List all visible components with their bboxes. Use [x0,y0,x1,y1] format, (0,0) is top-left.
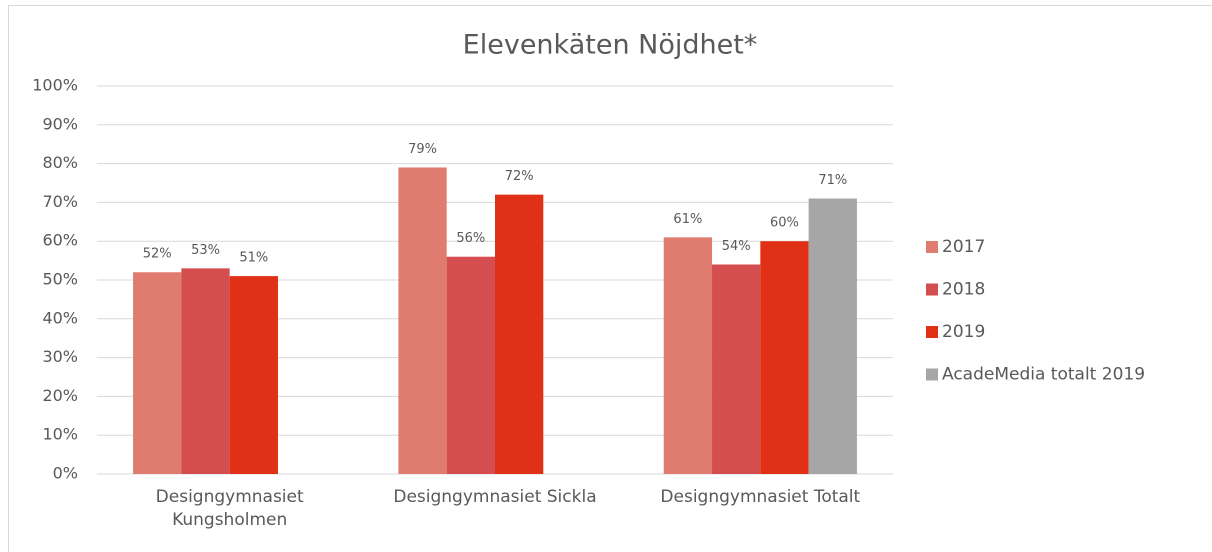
data-label: 71% [818,173,847,188]
y-tick-label: 70% [42,192,78,211]
legend-swatch [926,241,938,253]
x-tick-label-box: Designgymnasiet Totalt [660,487,861,507]
data-label: 53% [191,243,220,258]
data-label: 56% [456,231,485,246]
bar [398,167,447,475]
bar [229,276,278,474]
x-tick-label: Designgymnasiet Sickla [393,487,597,507]
data-label: 51% [239,251,268,266]
bar [133,272,182,474]
legend-swatch [926,368,938,381]
data-label: 60% [770,216,799,231]
x-tick-label-box: Designgymnasiet Kungsholmen [155,487,304,530]
data-label: 61% [673,212,702,227]
data-label: 79% [408,142,437,157]
y-tick-label: 20% [42,386,78,405]
data-label: 52% [143,247,172,262]
legend-swatch [926,326,938,338]
x-tick-label-box: Designgymnasiet Sickla [393,487,597,507]
bar [181,268,230,474]
y-tick-label: 50% [42,270,78,289]
y-tick-label: 90% [42,114,78,133]
x-tick-label: Designgymnasiet Kungsholmen [155,487,304,530]
legend-label: 2018 [942,280,985,300]
legend-label: 2019 [942,322,985,342]
x-tick-label: Designgymnasiet Totalt [660,487,861,507]
legend-label: 2017 [942,237,985,257]
bar [808,198,857,474]
data-label: 72% [505,169,534,184]
bar [495,194,544,474]
y-tick-label: 10% [42,425,78,444]
y-tick-label: 60% [42,231,78,250]
chart-frame [8,5,1212,552]
y-tick-label: 80% [42,153,78,172]
legend-label: AcadeMedia totalt 2019 [942,365,1145,385]
y-tick-label: 100% [32,76,78,95]
legend-swatch [926,283,938,296]
bar [663,237,713,474]
y-tick-label: 30% [42,347,78,366]
bar [446,256,495,474]
chart-title: Elevenkäten Nöjdhet* [463,30,758,61]
data-label: 54% [722,239,751,254]
bar [760,241,809,474]
y-tick-label: 40% [42,308,78,327]
y-tick-label: 0% [53,464,78,483]
bar [712,264,761,474]
